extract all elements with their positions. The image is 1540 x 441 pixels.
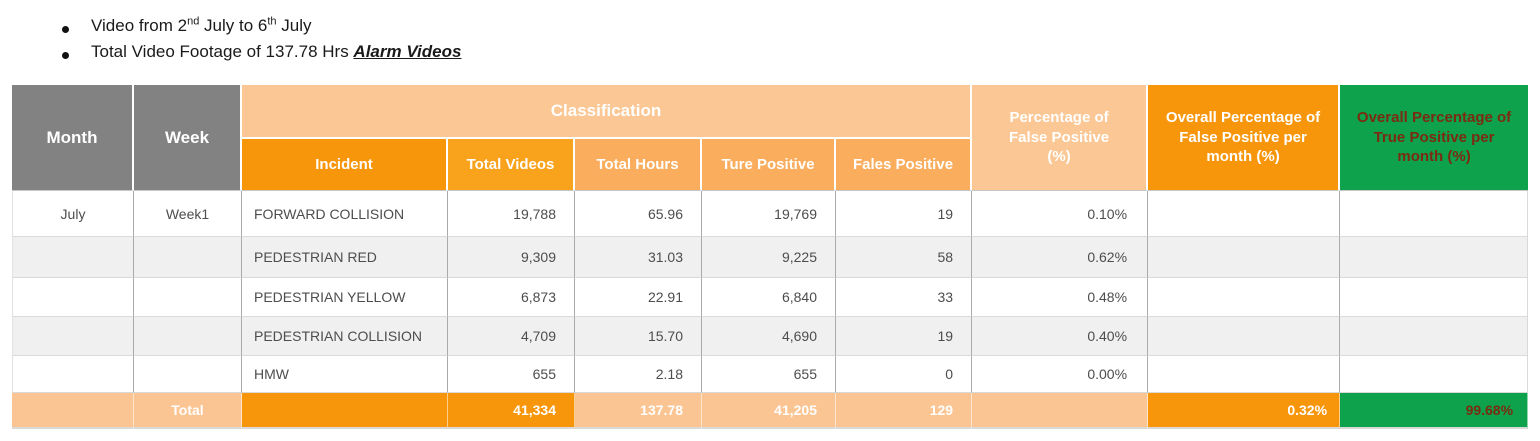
cell-pct-false-positive: 0.62% bbox=[972, 237, 1149, 278]
cell-total-hours: 2.18 bbox=[575, 356, 702, 393]
header-overall-false-positive: Overall Percentage of False Positive per… bbox=[1148, 85, 1341, 191]
overall-false-positive-value: 0.32% bbox=[1148, 393, 1341, 429]
bullet-icon bbox=[62, 51, 69, 59]
header-fales-positive: Fales Positive bbox=[836, 139, 973, 191]
header-total-videos: Total Videos bbox=[448, 139, 575, 191]
cell-week bbox=[134, 356, 242, 393]
bullet-text: Total Video Footage of 137.78 Hrs Alarm … bbox=[91, 42, 462, 61]
alarm-videos-emphasis: Alarm Videos bbox=[353, 42, 462, 61]
cell-overall-tp bbox=[1340, 191, 1529, 237]
header-incident: Incident bbox=[242, 139, 448, 191]
cell-week bbox=[134, 237, 242, 278]
header-classification: Classification bbox=[242, 85, 973, 139]
table-row: PEDESTRIAN YELLOW 6,873 22.91 6,840 33 0… bbox=[12, 278, 1529, 317]
cell-month bbox=[12, 237, 134, 278]
total-month-cell bbox=[12, 393, 134, 429]
bullet-list: Video from 2nd July to 6th July Total Vi… bbox=[62, 16, 461, 68]
cell-incident: HMW bbox=[242, 356, 448, 393]
total-pct-false-positive-cell bbox=[972, 393, 1149, 429]
cell-month bbox=[12, 317, 134, 356]
cell-week bbox=[134, 278, 242, 317]
cell-true-positive: 4,690 bbox=[702, 317, 836, 356]
cell-incident: FORWARD COLLISION bbox=[242, 191, 448, 237]
total-videos-value: 41,334 bbox=[448, 393, 575, 429]
cell-pct-false-positive: 0.00% bbox=[972, 356, 1149, 393]
header-week: Week bbox=[134, 85, 242, 191]
cell-overall-fp bbox=[1148, 278, 1341, 317]
cell-overall-fp bbox=[1148, 317, 1341, 356]
cell-overall-tp bbox=[1340, 356, 1529, 393]
cell-month bbox=[12, 356, 134, 393]
cell-false-positive: 58 bbox=[836, 237, 973, 278]
total-true-positive-value: 41,205 bbox=[702, 393, 836, 429]
cell-month: July bbox=[12, 191, 134, 237]
cell-false-positive: 0 bbox=[836, 356, 973, 393]
header-overall-true-positive: Overall Percentage of True Positive per … bbox=[1340, 85, 1529, 191]
cell-total-videos: 655 bbox=[448, 356, 575, 393]
bullet-text: Video from 2nd July to 6th July bbox=[91, 15, 312, 35]
cell-total-videos: 4,709 bbox=[448, 317, 575, 356]
table-row: HMW 655 2.18 655 0 0.00% bbox=[12, 356, 1529, 393]
cell-incident: PEDESTRIAN RED bbox=[242, 237, 448, 278]
cell-overall-tp bbox=[1340, 237, 1529, 278]
cell-total-hours: 22.91 bbox=[575, 278, 702, 317]
cell-incident: PEDESTRIAN YELLOW bbox=[242, 278, 448, 317]
overall-true-positive-value: 99.68% bbox=[1340, 393, 1529, 429]
cell-false-positive: 19 bbox=[836, 317, 973, 356]
total-false-positive-value: 129 bbox=[836, 393, 973, 429]
cell-pct-false-positive: 0.40% bbox=[972, 317, 1149, 356]
cell-total-hours: 65.96 bbox=[575, 191, 702, 237]
header-ture-positive: Ture Positive bbox=[702, 139, 836, 191]
cell-overall-fp bbox=[1148, 237, 1341, 278]
table-row: July Week1 FORWARD COLLISION 19,788 65.9… bbox=[12, 191, 1529, 237]
cell-true-positive: 6,840 bbox=[702, 278, 836, 317]
cell-total-videos: 9,309 bbox=[448, 237, 575, 278]
table-row: PEDESTRIAN RED 9,309 31.03 9,225 58 0.62… bbox=[12, 237, 1529, 278]
total-incident-cell bbox=[242, 393, 448, 429]
header-total-hours: Total Hours bbox=[575, 139, 702, 191]
cell-true-positive: 9,225 bbox=[702, 237, 836, 278]
cell-false-positive: 19 bbox=[836, 191, 973, 237]
header-month: Month bbox=[12, 85, 134, 191]
cell-total-hours: 31.03 bbox=[575, 237, 702, 278]
cell-true-positive: 19,769 bbox=[702, 191, 836, 237]
cell-week: Week1 bbox=[134, 191, 242, 237]
total-label: Total bbox=[134, 393, 242, 429]
cell-overall-tp bbox=[1340, 317, 1529, 356]
cell-total-videos: 19,788 bbox=[448, 191, 575, 237]
alarm-videos-table: Month Week Classification Percentage of … bbox=[12, 85, 1529, 429]
cell-month bbox=[12, 278, 134, 317]
cell-pct-false-positive: 0.10% bbox=[972, 191, 1149, 237]
cell-week bbox=[134, 317, 242, 356]
cell-pct-false-positive: 0.48% bbox=[972, 278, 1149, 317]
cell-incident: PEDESTRIAN COLLISION bbox=[242, 317, 448, 356]
cell-overall-fp bbox=[1148, 191, 1341, 237]
cell-false-positive: 33 bbox=[836, 278, 973, 317]
cell-total-videos: 6,873 bbox=[448, 278, 575, 317]
cell-overall-fp bbox=[1148, 356, 1341, 393]
cell-total-hours: 15.70 bbox=[575, 317, 702, 356]
table-row: PEDESTRIAN COLLISION 4,709 15.70 4,690 1… bbox=[12, 317, 1529, 356]
header-row-top: Month Week Classification Percentage of … bbox=[12, 85, 1529, 191]
bullet-item-footage: Total Video Footage of 137.78 Hrs Alarm … bbox=[62, 42, 461, 68]
total-row: Total 41,334 137.78 41,205 129 0.32% 99.… bbox=[12, 393, 1529, 429]
bullet-item-date-range: Video from 2nd July to 6th July bbox=[62, 16, 461, 42]
cell-true-positive: 655 bbox=[702, 356, 836, 393]
header-row-sub: Incident Total Videos Total Hours Ture P… bbox=[12, 139, 1528, 191]
header-pct-false-positive: Percentage of False Positive (%) bbox=[972, 85, 1149, 191]
cell-overall-tp bbox=[1340, 278, 1529, 317]
total-hours-value: 137.78 bbox=[575, 393, 702, 429]
bullet-icon bbox=[62, 25, 69, 33]
